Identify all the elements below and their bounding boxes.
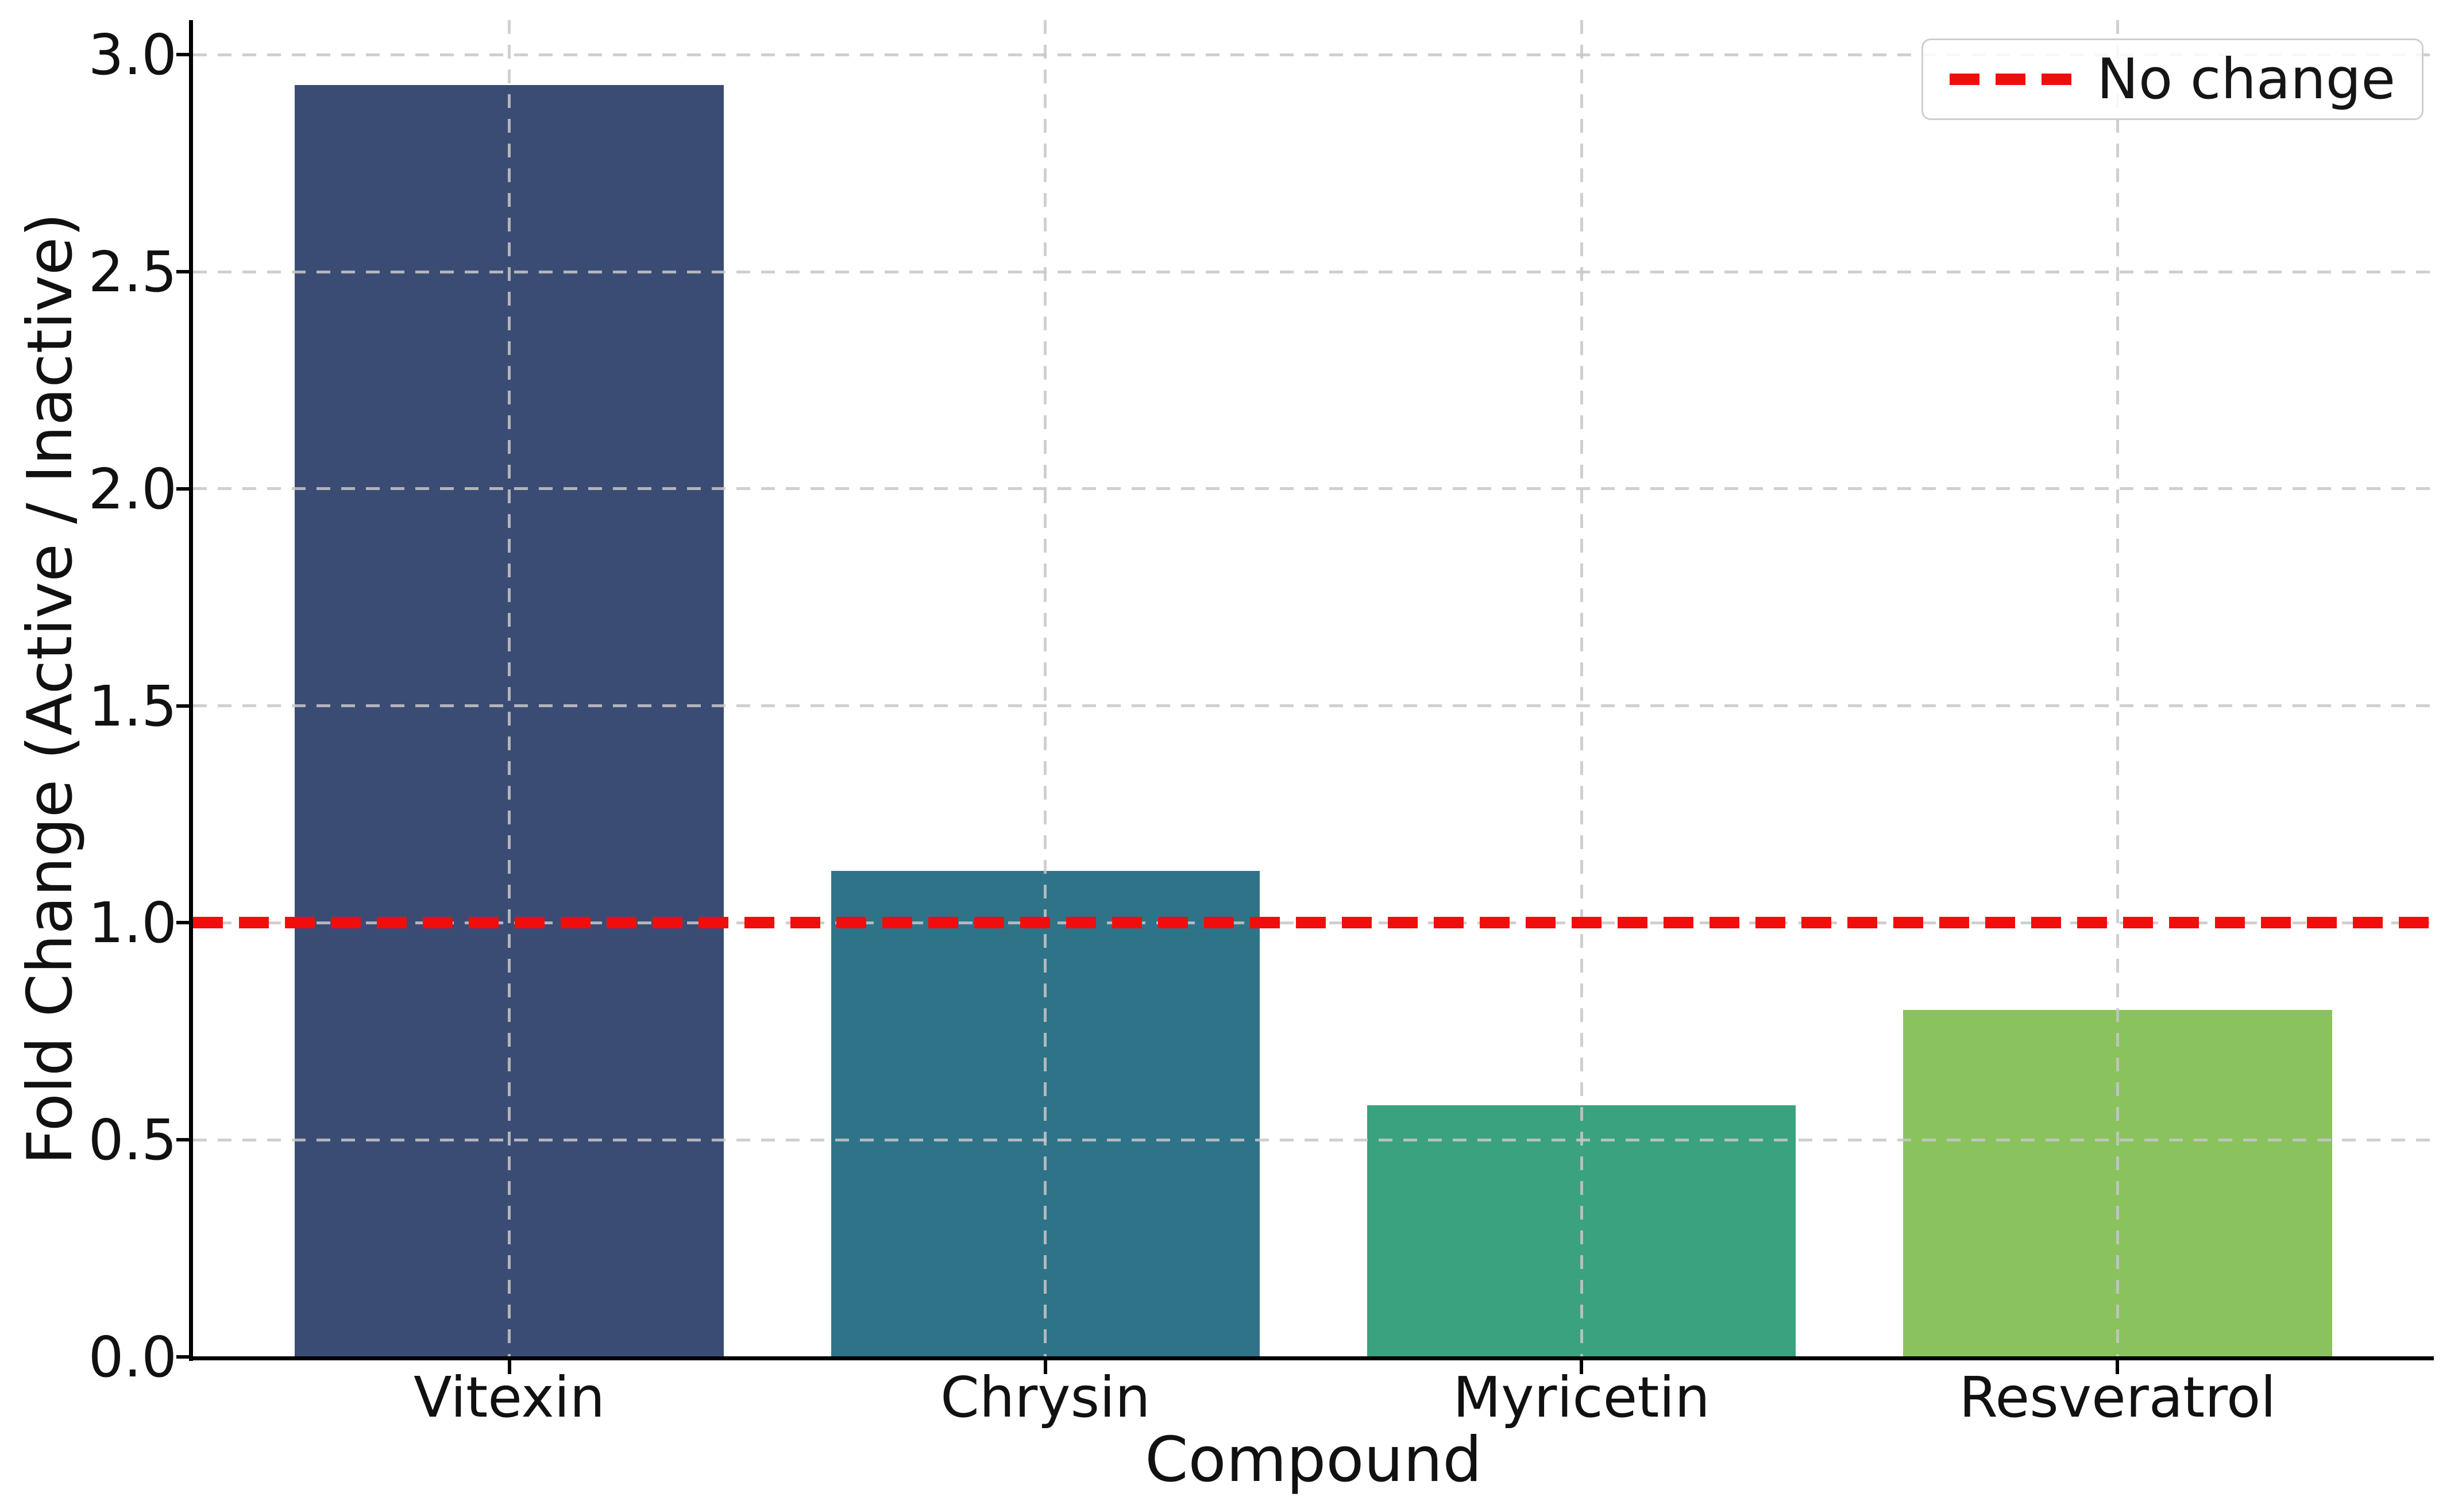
y-tick-mark [176, 270, 193, 274]
y-tick-mark [176, 487, 193, 491]
y-tick-mark [176, 1355, 193, 1359]
y-tick-label: 0.5 [88, 1108, 177, 1173]
y-tick-label: 1.0 [88, 890, 177, 956]
x-tick-mark [1043, 1359, 1047, 1374]
x-tick-mark [2116, 1359, 2120, 1374]
y-tick-label: 1.5 [88, 673, 177, 739]
y-tick-label: 2.5 [88, 240, 177, 305]
y-tick-mark [176, 1138, 193, 1142]
gridline-vertical [1580, 20, 1583, 1357]
x-axis-label: Compound [1145, 1424, 1482, 1496]
gridline-horizontal [193, 704, 2434, 708]
gridline-horizontal [193, 487, 2434, 491]
gridline-horizontal [193, 53, 2434, 56]
gridline-vertical [508, 20, 511, 1357]
no-change-dashed-line-icon [1950, 74, 2072, 85]
y-tick-label: 2.0 [88, 456, 177, 522]
x-tick-label-vitexin: Vitexin [414, 1365, 605, 1430]
x-tick-label-chrysin: Chrysin [940, 1365, 1151, 1430]
gridline-horizontal [193, 1138, 2434, 1141]
y-tick-label: 3.0 [88, 22, 177, 88]
y-tick-mark [176, 704, 193, 708]
legend-entry-label: No change [2097, 47, 2395, 111]
no-change-reference-line [193, 917, 2434, 929]
gridline-horizontal [193, 270, 2434, 273]
x-tick-label-myricetin: Myricetin [1453, 1365, 1710, 1430]
y-tick-mark [176, 53, 193, 57]
legend: No change [1921, 38, 2424, 120]
gridline-vertical [1044, 20, 1047, 1357]
y-tick-mark [176, 921, 193, 925]
gridline-vertical [2116, 20, 2119, 1357]
y-tick-label: 0.0 [88, 1325, 177, 1390]
x-tick-mark [507, 1359, 511, 1374]
bottom-spine [189, 1356, 2434, 1360]
x-tick-label-resveratrol: Resveratrol [1959, 1365, 2276, 1430]
x-tick-mark [1580, 1359, 1584, 1374]
left-spine [189, 20, 193, 1361]
